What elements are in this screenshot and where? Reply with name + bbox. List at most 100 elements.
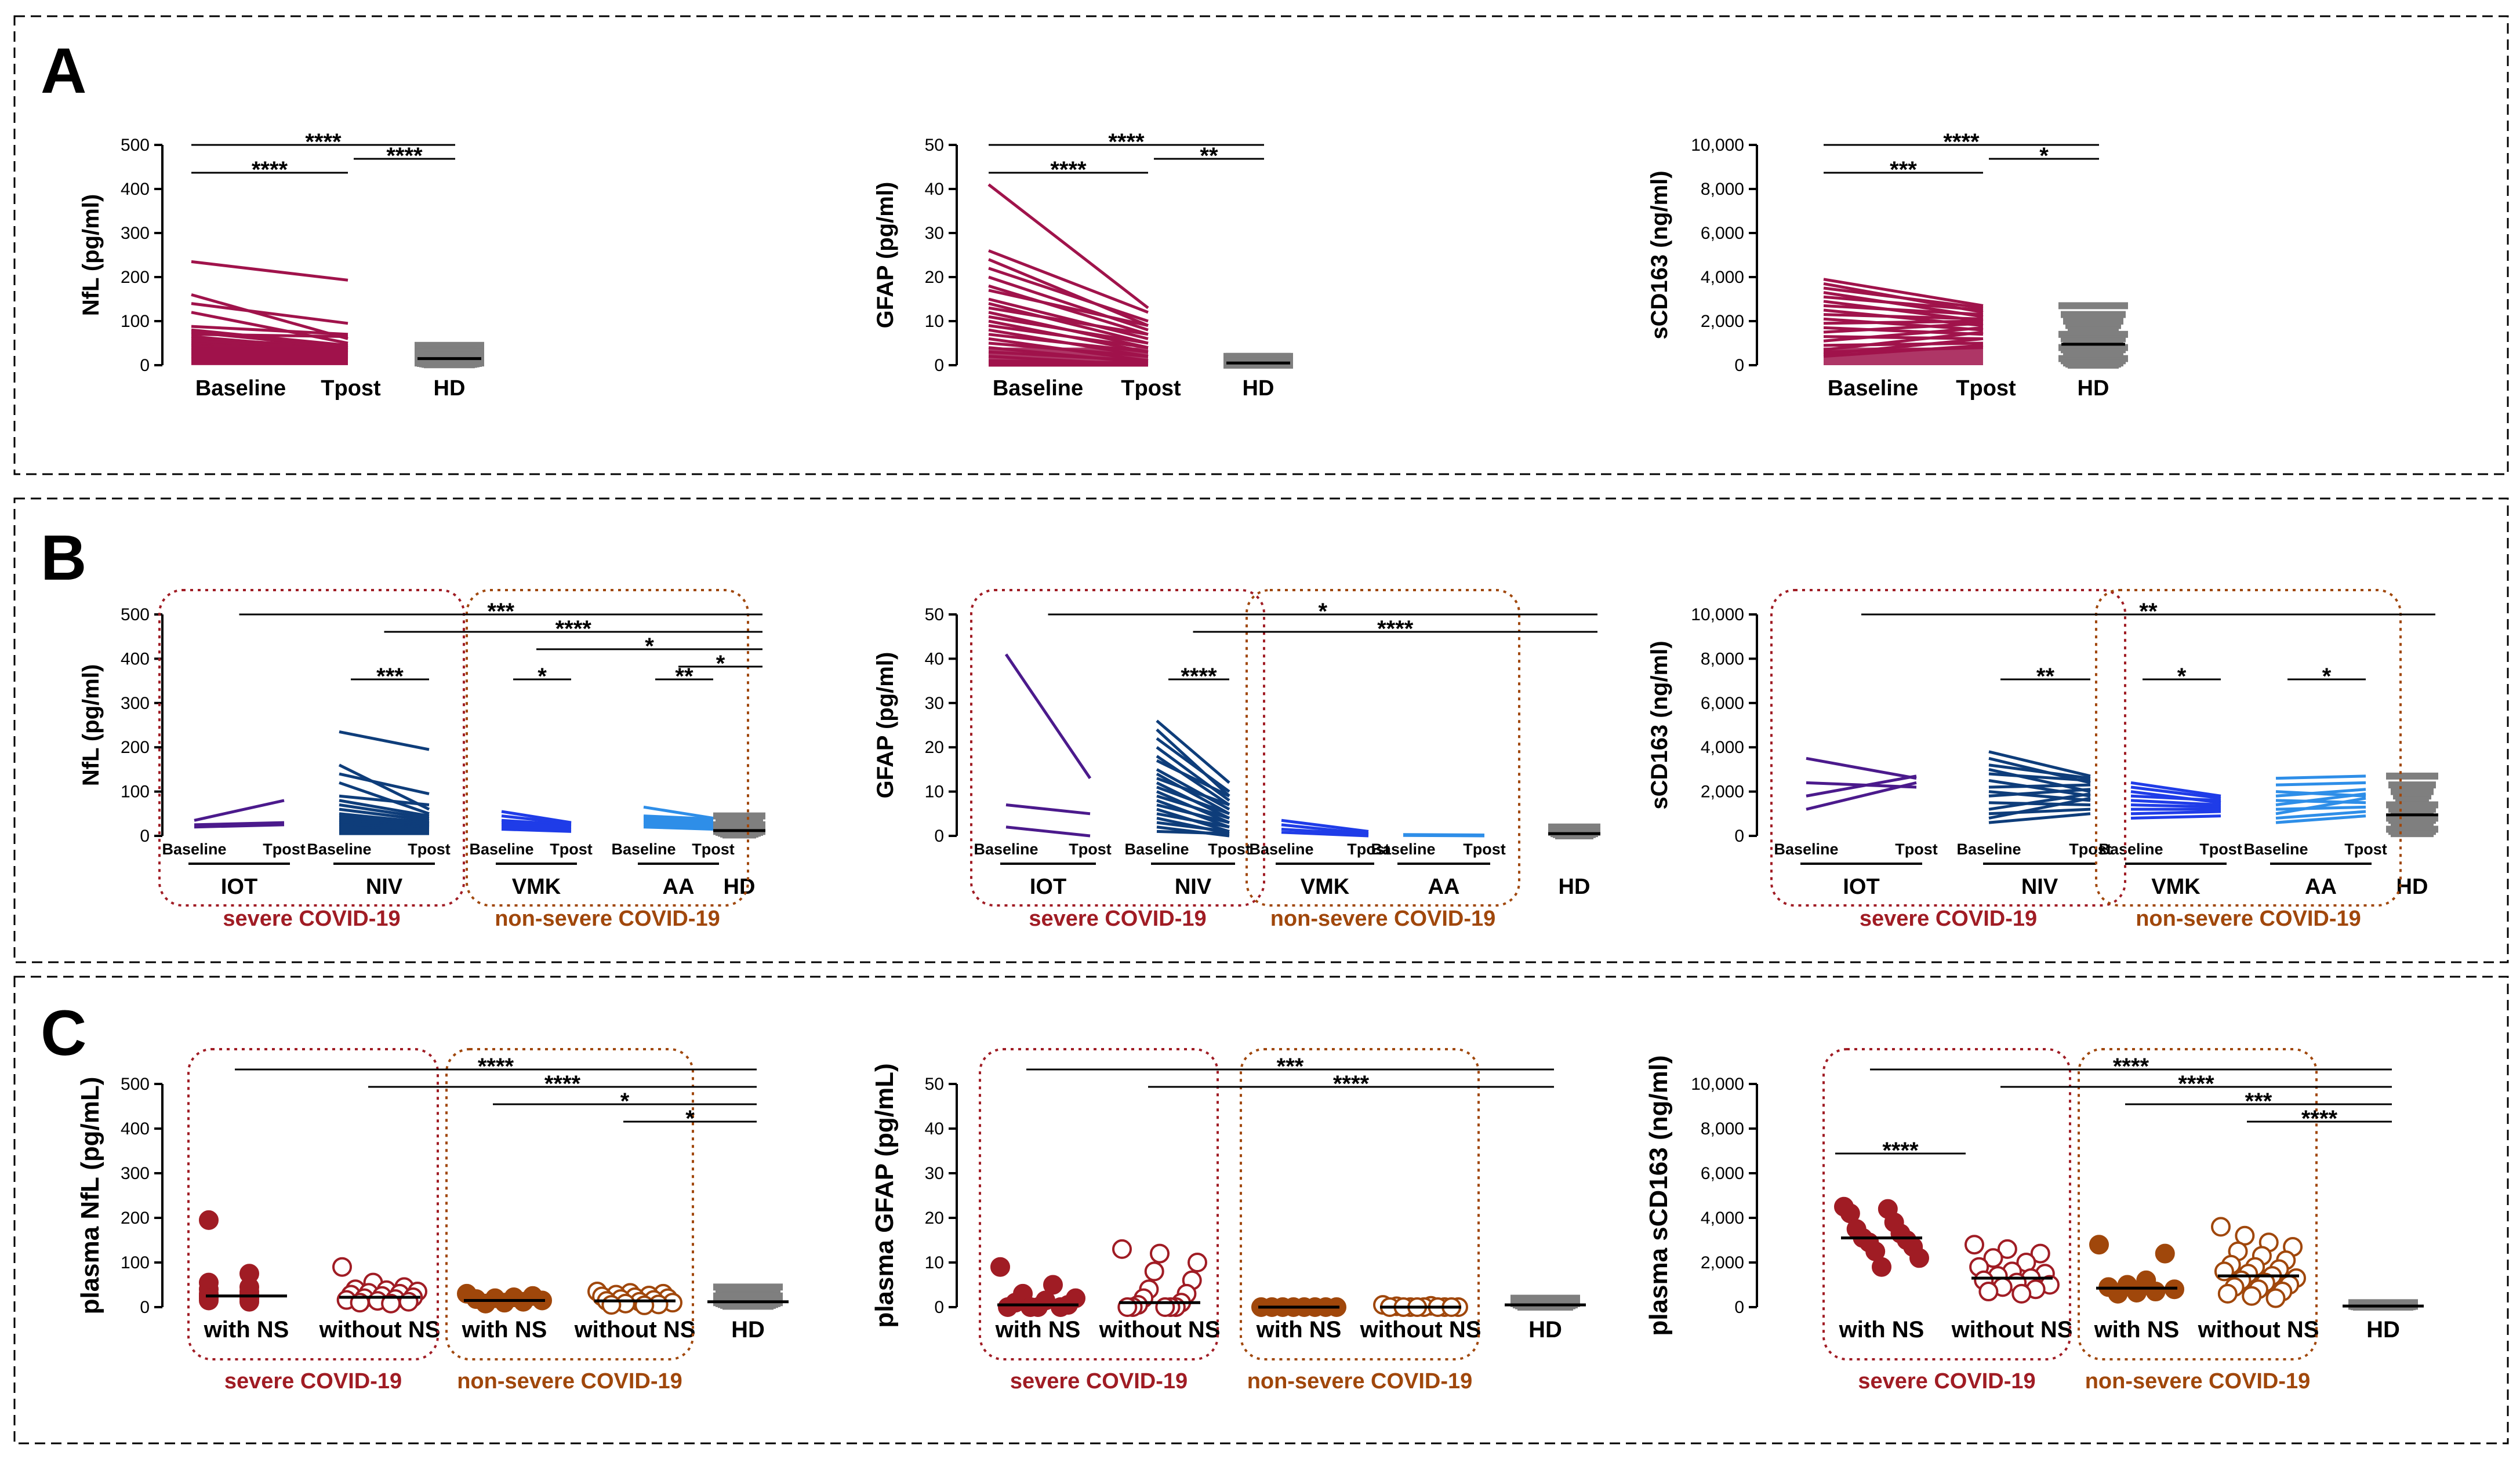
group-box-label-B3: non-severe COVID-19 [2136, 907, 2361, 931]
group-label-B3-niv: NIV [2021, 875, 2058, 899]
hd-marker-A1 [424, 361, 475, 369]
data-point-C3 [2145, 1282, 2166, 1302]
x-tick-label-C1: with NS [204, 1317, 289, 1342]
y-axis-label-A1: NfL (pg/ml) [78, 194, 104, 316]
paired-line-B2-niv [1156, 768, 1230, 811]
y-tick-label-A3: 4,000 [1701, 268, 1744, 287]
paired-line-B2-niv [1156, 737, 1230, 793]
y-tick-label-A2: 10 [925, 312, 944, 331]
x-tick-label-C3: without NS [1951, 1317, 2073, 1342]
hd-marker-B3 [2391, 830, 2434, 838]
paired-line-B3-aa [2275, 805, 2366, 811]
x-tick-label-hd-B1: HD [724, 875, 756, 899]
paired-line-B3-aa [2275, 799, 2366, 805]
x-sublabel-tpost-B2: Tpost [1463, 841, 1506, 858]
paired-line-B1-aa [643, 814, 714, 821]
paired-line-A1 [191, 333, 348, 339]
paired-line-B1-niv [339, 781, 430, 816]
x-tick-label-C1: without NS [574, 1317, 696, 1342]
data-point-C1 [495, 1293, 514, 1313]
hd-marker-B3 [2386, 772, 2438, 780]
y-tick-label-A2: 20 [925, 268, 944, 287]
paired-line-B3-vmk [2130, 803, 2221, 809]
y-tick-label-C3: 0 [1734, 1298, 1744, 1317]
paired-line-A3 [1823, 322, 1984, 334]
y-tick-label-C3: 10,000 [1691, 1075, 1744, 1094]
paired-line-B3-niv [1988, 767, 2091, 794]
panel-letter-c: C [41, 998, 86, 1069]
significance-label-B3: * [2322, 664, 2332, 689]
x-sublabel-baseline-B2: Baseline [1249, 841, 1313, 858]
hd-marker-C1 [722, 1302, 774, 1310]
y-tick-label-A3: 0 [1734, 356, 1744, 375]
data-point-C3 [2155, 1243, 2175, 1264]
significance-label-C3: *** [2245, 1089, 2272, 1114]
y-tick-label-B1: 300 [121, 694, 150, 713]
paired-line-B3-vmk [2130, 781, 2221, 798]
paired-line-B2-niv [1156, 821, 1230, 833]
paired-line-B2-niv [1156, 772, 1230, 815]
y-tick-label-B2: 30 [925, 694, 944, 713]
x-tick-label-A3: Baseline [1828, 376, 1918, 401]
paired-line-B1-niv [339, 799, 430, 818]
paired-line-B3-aa [2275, 788, 2366, 798]
data-point-C3 [2265, 1288, 2286, 1308]
significance-label-C2: *** [1277, 1054, 1304, 1079]
panel-frame-a [13, 15, 2509, 475]
x-tick-label-A3: Tpost [1956, 376, 2016, 401]
x-sublabel-tpost-B3: Tpost [2069, 841, 2112, 858]
y-tick-label-B1: 0 [140, 827, 150, 846]
group-label-B2-aa: AA [1428, 875, 1460, 899]
paired-line-B1-vmk [501, 825, 572, 831]
x-sublabel-baseline-B1: Baseline [162, 841, 226, 858]
y-tick-label-A2: 0 [934, 356, 944, 375]
paired-line-A1 [191, 302, 348, 325]
paired-line-B3-niv [1988, 788, 2091, 798]
data-point-C3 [2211, 1217, 2231, 1237]
significance-label-C3: **** [2113, 1054, 2149, 1079]
paired-line-A2 [988, 284, 1149, 336]
data-point-C3 [2242, 1286, 2262, 1306]
paired-line-B2-niv [1156, 719, 1230, 784]
paired-line-B2-niv [1156, 812, 1230, 829]
y-tick-label-A1: 500 [121, 136, 150, 155]
group-label-B1-iot: IOT [221, 875, 257, 899]
x-sublabel-baseline-B1: Baseline [307, 841, 371, 858]
paired-line-A3 [1823, 286, 1984, 310]
paired-line-A2 [988, 324, 1149, 350]
hd-marker-B1 [722, 831, 756, 839]
data-point-C2 [1144, 1261, 1164, 1282]
x-sublabel-tpost-B1: Tpost [263, 841, 306, 858]
paired-line-B1-niv [339, 825, 430, 831]
paired-line-B3-vmk [2130, 814, 2221, 820]
y-tick-label-C1: 500 [121, 1075, 150, 1094]
y-tick-label-C1: 100 [121, 1253, 150, 1272]
significance-label-A3: **** [1943, 129, 1980, 155]
x-tick-label-A1: Baseline [195, 376, 286, 401]
paired-line-B2-iot [1005, 825, 1091, 838]
paired-line-B1-niv [338, 763, 430, 811]
x-tick-label-C2: without NS [1099, 1317, 1221, 1342]
group-box-label-B2: severe COVID-19 [1029, 907, 1206, 931]
significance-label-B1: *** [376, 664, 404, 689]
data-point-C1 [332, 1257, 352, 1277]
x-tick-label-C3: with NS [1839, 1317, 1925, 1342]
x-tick-label-A2: Baseline [993, 376, 1083, 401]
significance-label-C2: **** [1333, 1071, 1370, 1097]
y-tick-label-A1: 200 [121, 268, 150, 287]
significance-label-B2: **** [1377, 616, 1414, 642]
paired-line-B1-niv [339, 823, 430, 829]
paired-band-A3 [1824, 347, 1983, 365]
data-point-C2 [1112, 1239, 1132, 1259]
hd-marker-B3 [2388, 781, 2436, 789]
paired-line-B3-niv [1988, 772, 2091, 782]
x-tick-label-C2: with NS [995, 1317, 1081, 1342]
x-sublabel-baseline-B2: Baseline [1371, 841, 1435, 858]
y-tick-label-A3: 8,000 [1701, 180, 1744, 199]
y-tick-label-C3: 8,000 [1701, 1119, 1744, 1138]
significance-label-B1: **** [555, 616, 592, 642]
paired-line-A1 [191, 260, 348, 282]
paired-line-A2 [988, 306, 1149, 336]
paired-band-A1 [191, 347, 348, 365]
group-box-C1 [187, 1048, 439, 1360]
